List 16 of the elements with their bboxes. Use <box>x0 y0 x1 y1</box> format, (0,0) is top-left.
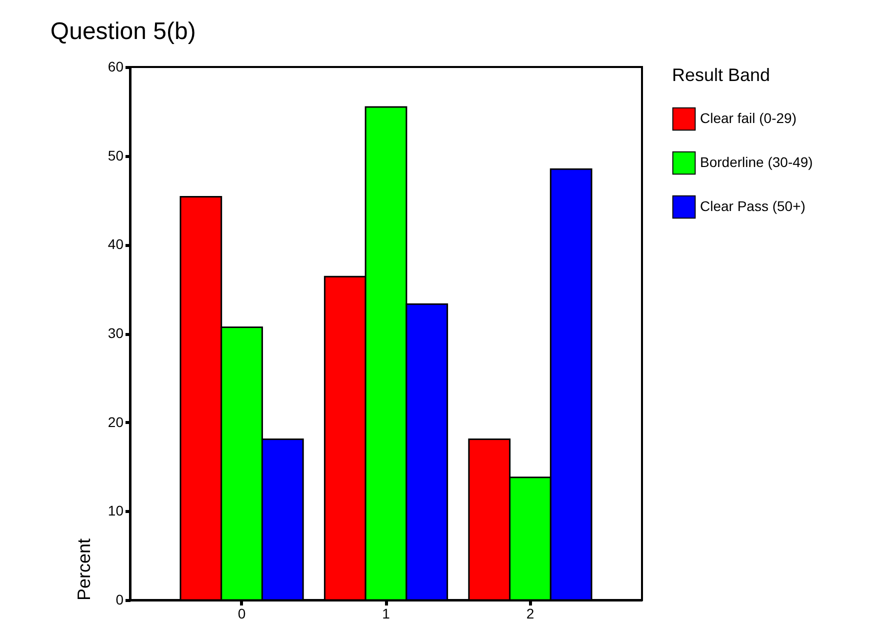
x-tick-label: 0 <box>238 606 246 622</box>
x-tick-label: 1 <box>382 606 390 622</box>
y-tick-label: 60 <box>108 58 124 74</box>
legend-label: Clear Pass (50+) <box>700 198 806 214</box>
x-tick-label: 2 <box>526 606 534 622</box>
legend-title: Result Band <box>672 65 770 85</box>
legend-label: Borderline (30-49) <box>700 154 813 170</box>
y-tick-label: 0 <box>116 592 124 608</box>
y-tick-label: 40 <box>108 236 124 252</box>
y-axis-title: Percent <box>74 538 94 600</box>
legend-label: Clear fail (0-29) <box>700 110 796 126</box>
chart-title: Question 5(b) <box>50 18 196 45</box>
y-tick-label: 50 <box>108 147 124 164</box>
y-tick-label: 20 <box>108 414 124 430</box>
y-tick-label: 10 <box>108 502 124 519</box>
y-tick-label: 30 <box>108 325 124 341</box>
